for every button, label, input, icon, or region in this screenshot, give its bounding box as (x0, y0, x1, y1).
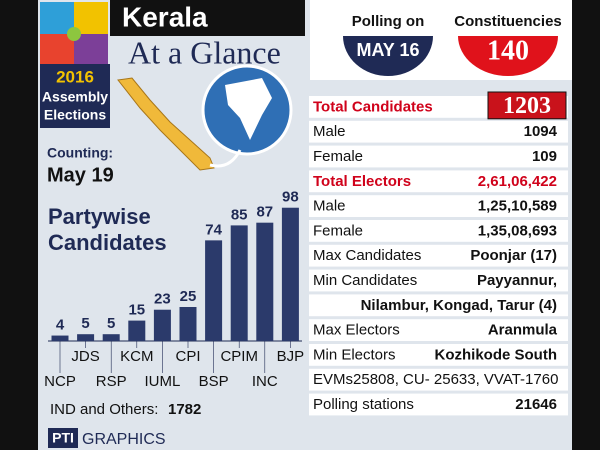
constituencies-shape (458, 36, 558, 76)
constituencies-value: 140 (487, 35, 529, 66)
value-label: 74 (205, 221, 222, 238)
title-bar (110, 0, 305, 36)
chart-title: Candidates (48, 230, 167, 255)
counting-label: Counting: (47, 145, 113, 161)
badge-line: Assembly (42, 89, 108, 105)
map (117, 64, 293, 171)
row-label: Max Electors (313, 322, 400, 339)
x-tick-label: IUML (144, 373, 180, 390)
row-label: Male (313, 123, 346, 140)
table-row (309, 368, 568, 391)
chart-title: Partywise (48, 204, 151, 229)
value-label: 4 (56, 317, 65, 334)
table-row (309, 195, 568, 217)
row-label: Polling stations (313, 396, 414, 413)
polling-date: MAY 16 (356, 40, 419, 60)
counting-date: May 19 (47, 164, 114, 186)
row-value: 1,25,10,589 (478, 198, 557, 215)
value-box (487, 91, 567, 120)
frame-right (572, 0, 600, 450)
bar (179, 307, 197, 341)
others-label: IND and Others: (50, 401, 158, 418)
x-tick-label: INC (252, 373, 278, 390)
table-row (309, 294, 568, 317)
x-tick-label: CPI (175, 348, 200, 365)
row-value: Payyannur, (477, 272, 557, 289)
constituencies-label: Constituencies (454, 13, 562, 30)
row-label: Min Candidates (313, 272, 417, 289)
bar (153, 309, 171, 341)
title: Kerala (122, 1, 208, 32)
row-value: 1094 (524, 123, 558, 140)
table-row (309, 120, 568, 143)
row-value: Nilambur, Kongad, Tarur (4) (361, 297, 557, 314)
polling-label: Polling on (352, 13, 425, 30)
table-row (309, 269, 568, 292)
value-label: 15 (128, 302, 145, 319)
x-tick-label: BJP (277, 348, 305, 365)
subtitle: At a Glance (128, 34, 281, 70)
row-value: Kozhikode South (435, 346, 558, 363)
row-value: 21646 (515, 396, 557, 413)
row-value: Aranmula (488, 322, 558, 339)
value-label: 98 (282, 189, 299, 206)
row-label: Male (313, 198, 346, 215)
polling-shape (343, 36, 433, 76)
row-label: EVMs25808, CU- 25633, VVAT-1760 (313, 371, 558, 388)
table-row (309, 220, 568, 242)
badge-year: 2016 (56, 67, 94, 86)
table-row (309, 319, 568, 341)
value-label: 5 (107, 315, 115, 332)
bar-chart: 4 NCP 5 JDS 5 RSP 15 KCM 23 IUML 25 CPI 74 BSP 85 CPIM 8… (44, 189, 304, 390)
stats-table: Total Candidates 1203 Male 1094 Female 109 Tot… (309, 91, 568, 416)
x-tick-label: RSP (96, 373, 127, 390)
value-label: 25 (180, 288, 197, 305)
value-label: 87 (256, 204, 273, 221)
brand-text: GRAPHICS (82, 431, 166, 448)
x-tick-label: BSP (199, 373, 229, 390)
table-row (309, 170, 568, 193)
row-label: Total Electors (313, 173, 411, 190)
x-tick-label: CPIM (220, 348, 258, 365)
x-tick-label: JDS (71, 348, 99, 365)
bar (281, 207, 299, 341)
x-tick-label: NCP (44, 373, 76, 390)
bar (230, 225, 248, 341)
row-label: Max Candidates (313, 247, 421, 264)
bar (128, 320, 146, 341)
others-value: 1782 (168, 401, 201, 418)
bar (51, 335, 69, 341)
row-value: 1,35,08,693 (478, 222, 557, 239)
value-label: 5 (81, 315, 89, 332)
table-row (309, 393, 568, 416)
bar (205, 240, 223, 341)
row-label: Total Candidates (313, 98, 433, 115)
row-label: Female (313, 148, 363, 165)
row-label: Min Electors (313, 346, 396, 363)
x-tick-label: KCM (120, 348, 153, 365)
bar (77, 334, 95, 341)
row-value: 1203 (503, 93, 551, 119)
frame-left (0, 0, 38, 450)
bar (102, 334, 120, 341)
badge-box (40, 64, 110, 128)
badge-line: Elections (44, 107, 106, 123)
table-row (309, 344, 568, 366)
value-label: 23 (154, 291, 171, 308)
row-value: Poonjar (17) (470, 247, 557, 264)
bar (256, 222, 274, 341)
row-label: Female (313, 222, 363, 239)
row-value: 109 (532, 148, 557, 165)
brand: PTI (52, 430, 74, 446)
table-row (309, 244, 568, 267)
table-row (309, 145, 568, 168)
row-value: 2,61,06,422 (478, 173, 557, 190)
puzzle-logo (40, 2, 108, 64)
brand-box (48, 428, 78, 448)
value-label: 85 (231, 206, 248, 223)
